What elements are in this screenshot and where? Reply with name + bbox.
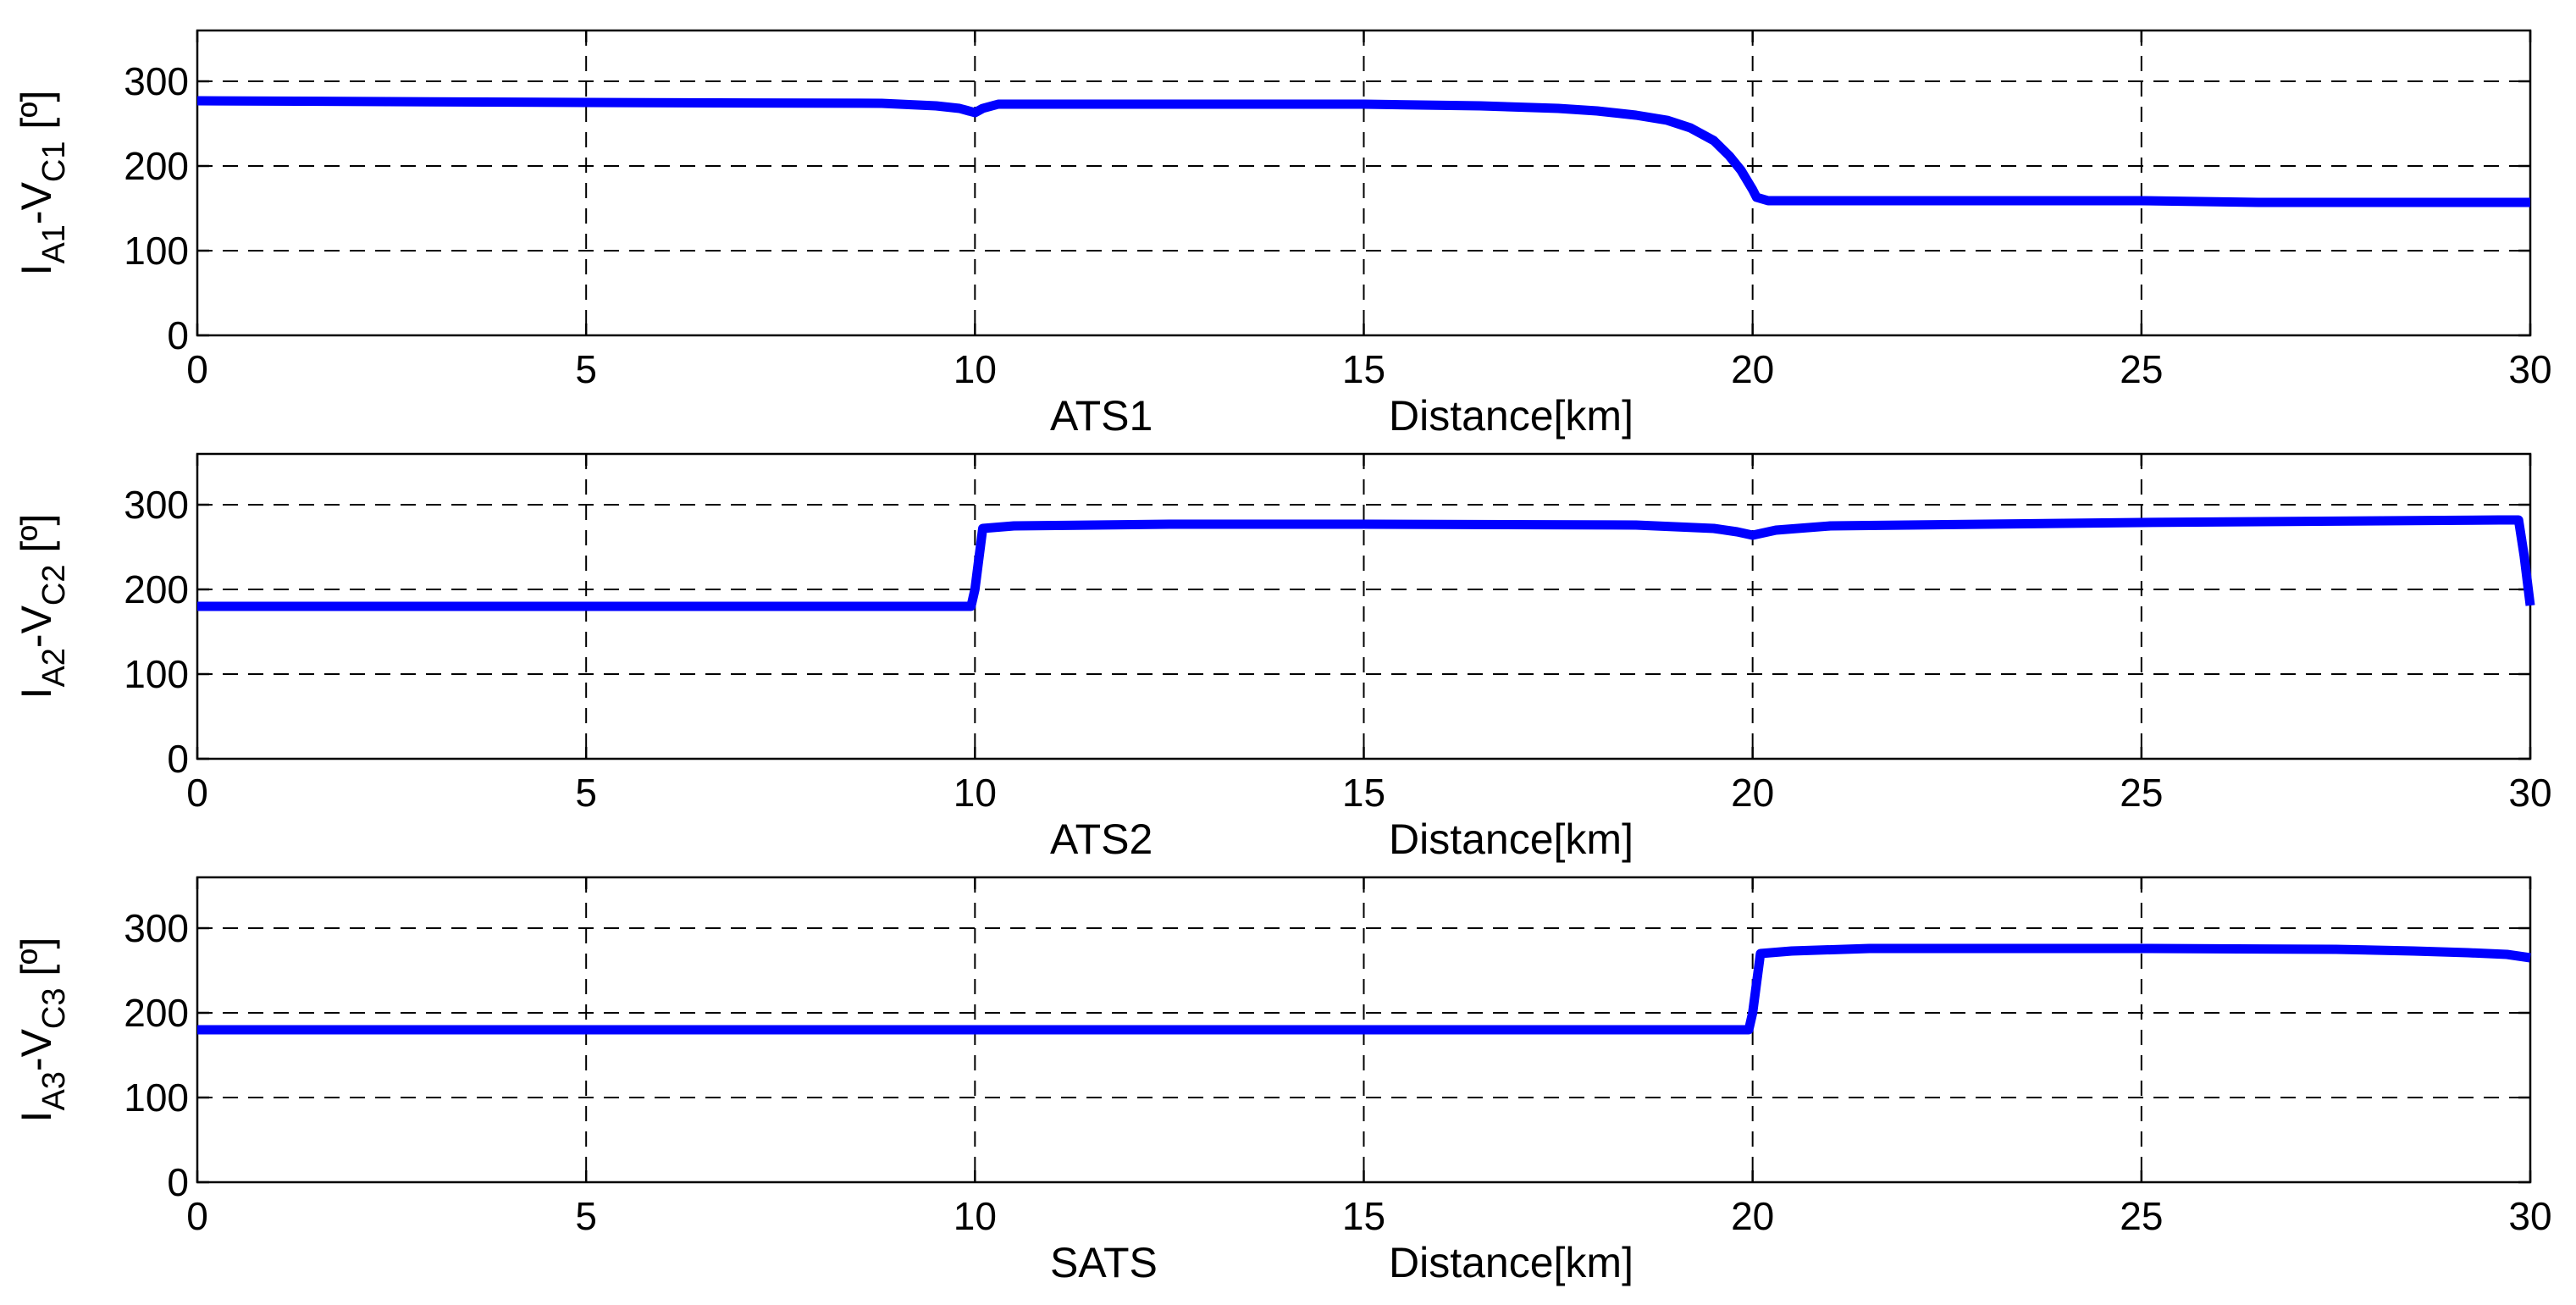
y-axis-label-part-unit: [º] xyxy=(13,91,60,141)
y-axis-label: IA2-VC2 [º] xyxy=(13,514,72,700)
y-axis-label-part-main: I xyxy=(13,688,60,700)
y-tick-label: 300 xyxy=(124,59,189,103)
y-axis-label-part-mid: -V xyxy=(13,1028,60,1071)
x-tick-label: 30 xyxy=(2508,1194,2551,1238)
y-tick-label: 300 xyxy=(124,483,189,527)
series-line xyxy=(197,943,2531,1035)
y-axis-label-part-unit: [º] xyxy=(13,514,60,565)
y-tick-label: 200 xyxy=(124,144,189,188)
panel-label: SATS xyxy=(1050,1239,1158,1286)
y-axis-label-part-sub2: C2 xyxy=(36,564,72,605)
x-tick-label: 25 xyxy=(2120,771,2163,815)
x-tick-label: 10 xyxy=(954,771,997,815)
y-tick-label: 0 xyxy=(167,737,189,781)
series-line xyxy=(196,96,2530,207)
x-tick-label: 10 xyxy=(954,347,997,391)
x-axis-label: Distance[km] xyxy=(1389,816,1633,863)
x-axis-label: Distance[km] xyxy=(1389,392,1633,440)
x-tick-label: 0 xyxy=(186,1194,208,1238)
x-tick-label: 5 xyxy=(575,771,597,815)
x-axis-label: Distance[km] xyxy=(1389,1239,1633,1286)
x-tick-label: 20 xyxy=(1731,1194,1774,1238)
x-tick-label: 20 xyxy=(1731,771,1774,815)
y-tick-label: 200 xyxy=(124,567,189,611)
y-tick-label: 200 xyxy=(124,991,189,1035)
y-tick-label: 100 xyxy=(124,652,189,696)
x-tick-label: 5 xyxy=(575,347,597,391)
x-tick-label: 15 xyxy=(1342,347,1385,391)
y-axis-label-part-sub1: A2 xyxy=(36,648,72,687)
y-tick-label: 100 xyxy=(124,1076,189,1120)
panel-label: ATS1 xyxy=(1050,392,1153,440)
y-tick-label: 300 xyxy=(124,906,189,950)
y-axis-label: IA1-VC1 [º] xyxy=(13,91,72,276)
x-tick-label: 30 xyxy=(2508,771,2551,815)
x-tick-label: 0 xyxy=(186,771,208,815)
y-tick-label: 0 xyxy=(167,313,189,357)
y-axis-label-part-main: I xyxy=(13,264,60,276)
x-tick-label: 15 xyxy=(1342,1194,1385,1238)
y-axis-label-part-sub2: C3 xyxy=(36,987,72,1029)
panel-label: ATS2 xyxy=(1050,816,1153,863)
y-axis-label-part-main: I xyxy=(13,1111,60,1123)
series-line xyxy=(197,515,2535,611)
y-axis-label-part-sub2: C1 xyxy=(36,141,72,182)
y-axis-label-part-mid: -V xyxy=(13,605,60,648)
x-tick-label: 25 xyxy=(2120,347,2163,391)
x-tick-label: 10 xyxy=(954,1194,997,1238)
x-tick-label: 20 xyxy=(1731,347,1774,391)
y-axis-label: IA3-VC3 [º] xyxy=(13,937,72,1123)
x-tick-label: 0 xyxy=(186,347,208,391)
x-tick-label: 25 xyxy=(2120,1194,2163,1238)
x-tick-label: 30 xyxy=(2508,347,2551,391)
y-axis-label-part-unit: [º] xyxy=(13,937,60,988)
y-axis-label-part-sub1: A3 xyxy=(36,1071,72,1110)
x-tick-label: 5 xyxy=(575,1194,597,1238)
y-tick-label: 100 xyxy=(124,229,189,273)
y-tick-label: 0 xyxy=(167,1160,189,1204)
x-tick-label: 15 xyxy=(1342,771,1385,815)
y-axis-label-part-sub1: A1 xyxy=(36,224,72,263)
y-axis-label-part-mid: -V xyxy=(13,181,60,224)
